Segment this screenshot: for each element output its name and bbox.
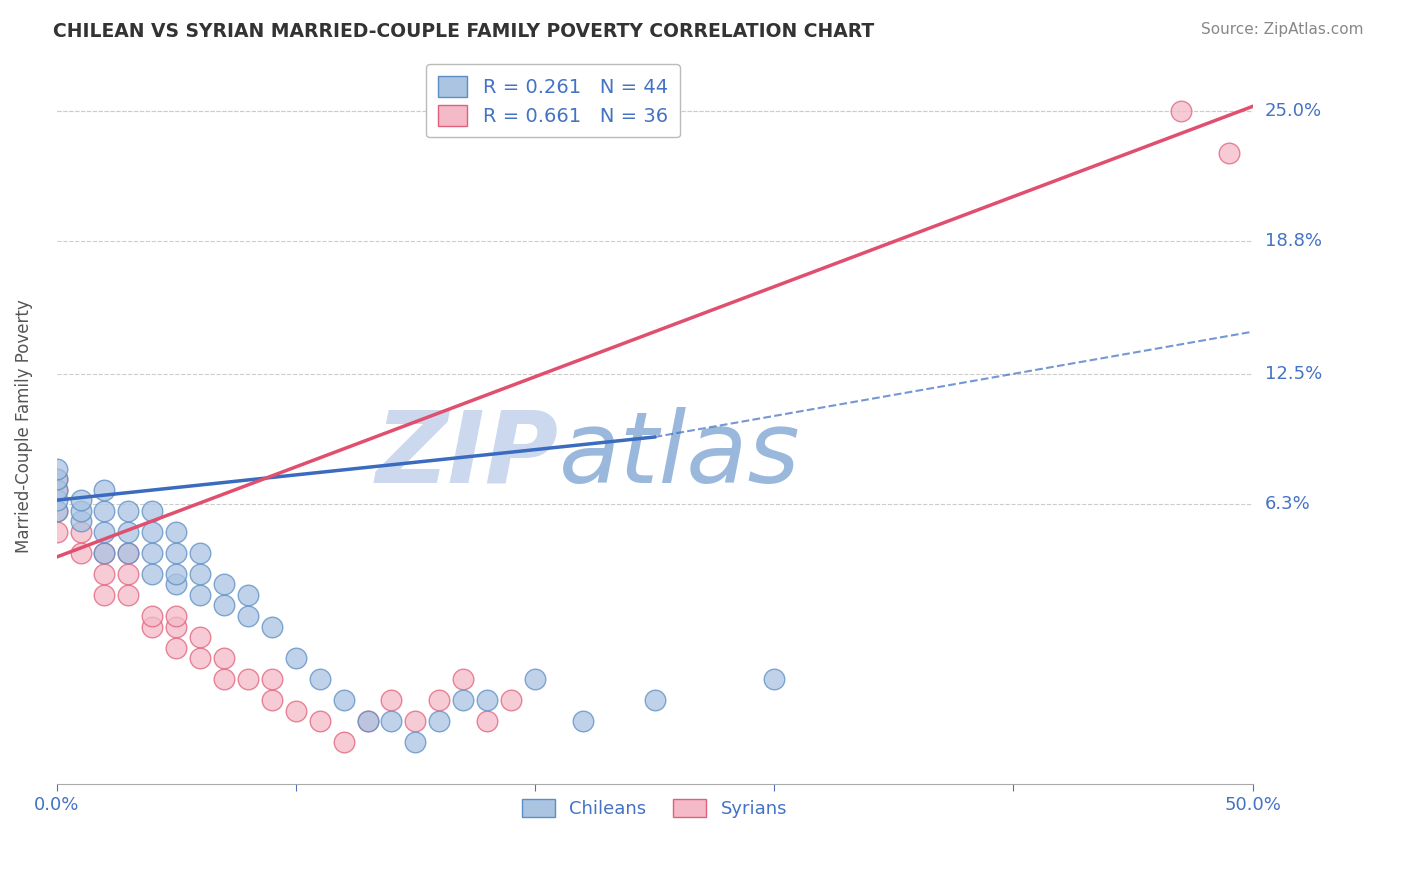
Point (45, 504, 67, 518)
Point (45, 493, 67, 508)
Point (1218, 145, 1240, 160)
Text: 12.5%: 12.5% (1264, 365, 1322, 383)
Text: 25.0%: 25.0% (1264, 102, 1322, 120)
Point (188, 651, 211, 665)
Point (475, 693, 498, 707)
Y-axis label: Married-Couple Family Poverty: Married-Couple Family Poverty (15, 300, 32, 553)
Point (93, 546, 115, 560)
Point (45, 461, 67, 475)
Point (117, 546, 139, 560)
Point (260, 672, 283, 686)
Point (644, 693, 666, 707)
Point (260, 619, 283, 633)
Point (141, 524, 163, 539)
Point (117, 546, 139, 560)
Point (165, 609, 187, 624)
Point (404, 714, 426, 729)
Point (45, 483, 67, 497)
Point (117, 504, 139, 518)
Point (332, 693, 354, 707)
Point (69, 493, 91, 508)
Point (308, 714, 330, 729)
Point (117, 566, 139, 581)
Point (141, 609, 163, 624)
Point (141, 504, 163, 518)
Point (93, 588, 115, 602)
Point (475, 714, 498, 729)
Point (69, 504, 91, 518)
Point (236, 588, 259, 602)
Point (45, 472, 67, 486)
Point (141, 566, 163, 581)
Point (188, 588, 211, 602)
Point (93, 546, 115, 560)
Point (1170, 103, 1192, 118)
Point (165, 566, 187, 581)
Point (188, 566, 211, 581)
Point (212, 577, 235, 591)
Point (93, 504, 115, 518)
Text: 6.3%: 6.3% (1264, 495, 1310, 514)
Point (165, 524, 187, 539)
Point (141, 619, 163, 633)
Point (380, 693, 402, 707)
Point (69, 514, 91, 528)
Point (45, 504, 67, 518)
Point (380, 714, 402, 729)
Point (45, 524, 67, 539)
Point (212, 672, 235, 686)
Text: ZIP: ZIP (375, 407, 560, 504)
Point (45, 472, 67, 486)
Legend: Chileans, Syrians: Chileans, Syrians (515, 792, 794, 825)
Point (332, 735, 354, 749)
Point (524, 672, 547, 686)
Text: Source: ZipAtlas.com: Source: ZipAtlas.com (1201, 22, 1364, 37)
Point (141, 546, 163, 560)
Point (69, 546, 91, 560)
Text: 18.8%: 18.8% (1264, 232, 1322, 250)
Point (117, 524, 139, 539)
Point (308, 672, 330, 686)
Point (212, 599, 235, 613)
Text: CHILEAN VS SYRIAN MARRIED-COUPLE FAMILY POVERTY CORRELATION CHART: CHILEAN VS SYRIAN MARRIED-COUPLE FAMILY … (53, 22, 875, 41)
Point (212, 651, 235, 665)
Point (93, 524, 115, 539)
Point (93, 566, 115, 581)
Point (499, 693, 522, 707)
Point (117, 588, 139, 602)
Point (45, 483, 67, 497)
Point (236, 609, 259, 624)
Point (260, 693, 283, 707)
Point (427, 714, 450, 729)
Point (284, 704, 307, 718)
Point (165, 619, 187, 633)
Point (451, 693, 474, 707)
Point (356, 714, 378, 729)
Point (356, 714, 378, 729)
Point (236, 672, 259, 686)
Point (284, 651, 307, 665)
Point (451, 672, 474, 686)
Point (427, 693, 450, 707)
Point (93, 483, 115, 497)
Point (165, 546, 187, 560)
Point (763, 672, 786, 686)
Point (404, 735, 426, 749)
Point (188, 630, 211, 644)
Point (572, 714, 595, 729)
Point (165, 640, 187, 655)
Text: atlas: atlas (560, 407, 800, 504)
Point (69, 524, 91, 539)
Point (165, 577, 187, 591)
Point (188, 546, 211, 560)
